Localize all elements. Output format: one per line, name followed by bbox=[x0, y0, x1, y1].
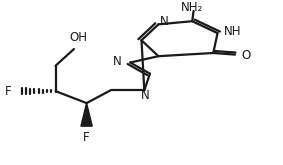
Polygon shape bbox=[81, 103, 92, 126]
Text: F: F bbox=[83, 131, 90, 144]
Text: NH: NH bbox=[224, 25, 242, 38]
Text: OH: OH bbox=[69, 31, 87, 44]
Text: N: N bbox=[141, 89, 150, 102]
Text: NH₂: NH₂ bbox=[181, 1, 203, 14]
Text: O: O bbox=[241, 49, 250, 62]
Text: F: F bbox=[5, 85, 12, 98]
Text: N: N bbox=[113, 55, 122, 68]
Text: N: N bbox=[160, 15, 168, 28]
